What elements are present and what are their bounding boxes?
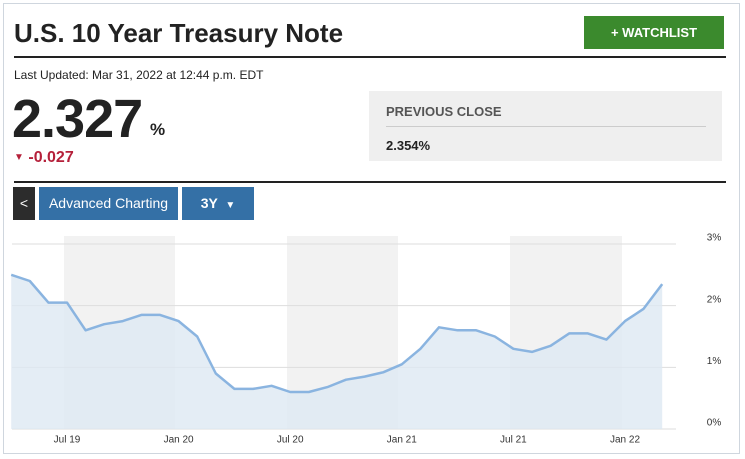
x-tick-label: Jul 21 — [500, 435, 527, 446]
title: U.S. 10 Year Treasury Note — [14, 18, 344, 48]
chart: 0% 1% 2% 3% Jul 19 Jan 20 Jul 20 Jan 21 Jul 21 Ja… — [10, 233, 722, 446]
y-tick-label: 0% — [707, 418, 722, 429]
divider — [14, 181, 726, 183]
range-label: 3Y — [200, 195, 218, 211]
x-tick-label: Jan 20 — [164, 435, 194, 446]
line — [10, 273, 664, 394]
previous-close-value: 2.354% — [386, 138, 431, 153]
previous-close-box: PREVIOUS CLOSE 2.354% — [369, 91, 722, 161]
x-tick-label: Jan 21 — [387, 435, 417, 446]
watchlist-button[interactable]: + WATCHLIST — [584, 16, 724, 49]
range-button[interactable]: 3Y ▼ — [182, 187, 254, 220]
y-tick-label: 1% — [707, 356, 722, 367]
price: 2.327 — [12, 89, 143, 149]
y-tick-label: 3% — [707, 233, 722, 244]
area-fill — [11, 274, 663, 429]
price-unit: % — [150, 120, 166, 139]
y-tick-label: 2% — [707, 294, 722, 305]
x-tick-label: Jan 22 — [610, 435, 640, 446]
divider — [14, 56, 726, 58]
last-updated: Last Updated: Mar 31, 2022 at 12:44 p.m.… — [14, 68, 264, 82]
x-tick-label: Jul 20 — [277, 435, 304, 446]
down-arrow: ▼ — [14, 152, 24, 163]
dropdown-arrow: ▼ — [225, 200, 236, 211]
divider — [386, 126, 706, 127]
advanced-charting-button[interactable]: Advanced Charting — [39, 187, 178, 220]
change-value: -0.027 — [28, 149, 74, 166]
previous-close-label: PREVIOUS CLOSE — [386, 104, 502, 119]
x-tick-label: Jul 19 — [54, 435, 81, 446]
back-button[interactable]: < — [13, 187, 35, 220]
widget: U.S. 10 Year Treasury Note + WATCHLIST L… — [3, 3, 740, 454]
change: ▼ -0.027 — [14, 149, 74, 167]
